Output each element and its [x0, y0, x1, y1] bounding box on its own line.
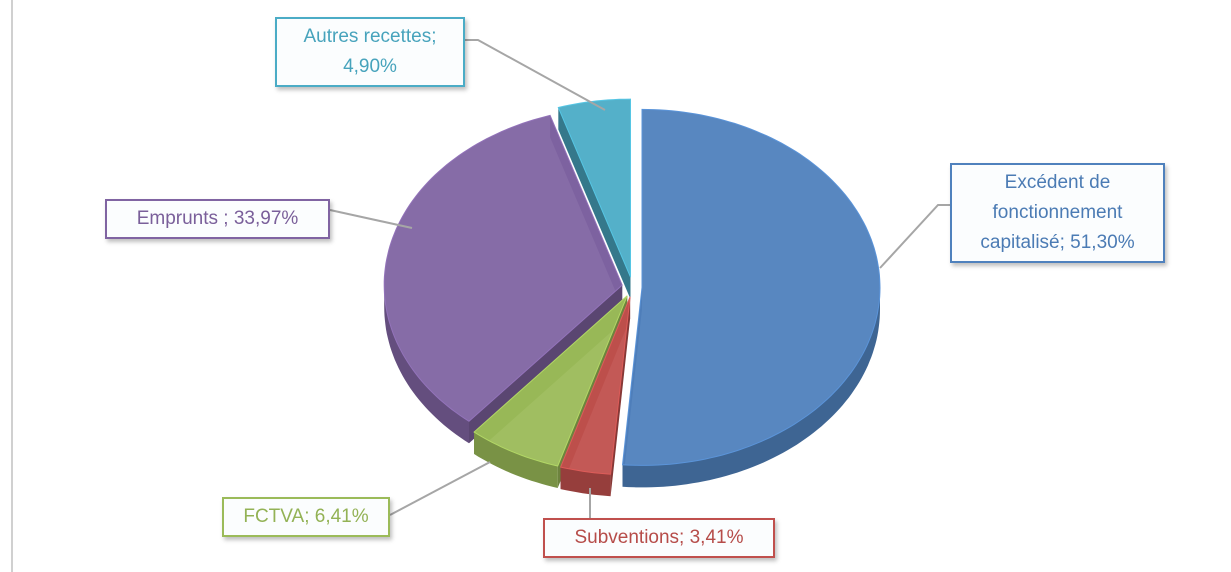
leader-line: [879, 204, 950, 269]
slice-side: [560, 467, 611, 497]
leader-line: [465, 39, 606, 111]
data-label: Excédent de fonctionnement capitalisé; 5…: [950, 163, 1165, 263]
slice: [383, 114, 623, 422]
data-label: Autres recettes; 4,90%: [275, 17, 465, 87]
slice-side: [474, 432, 558, 488]
slice-side: [384, 285, 469, 444]
slice: [621, 108, 881, 466]
leader-line: [329, 209, 413, 229]
data-label: Emprunts ; 33,97%: [105, 199, 330, 239]
leader-line: [389, 461, 491, 516]
slice: [559, 296, 631, 475]
data-label: FCTVA; 6,41%: [222, 497, 390, 537]
slice-side: [622, 287, 880, 488]
slice-wall: [558, 107, 631, 300]
slice: [557, 98, 631, 278]
slice: [473, 295, 628, 467]
data-label: Subventions; 3,41%: [543, 518, 775, 558]
slice-wall: [610, 296, 631, 497]
